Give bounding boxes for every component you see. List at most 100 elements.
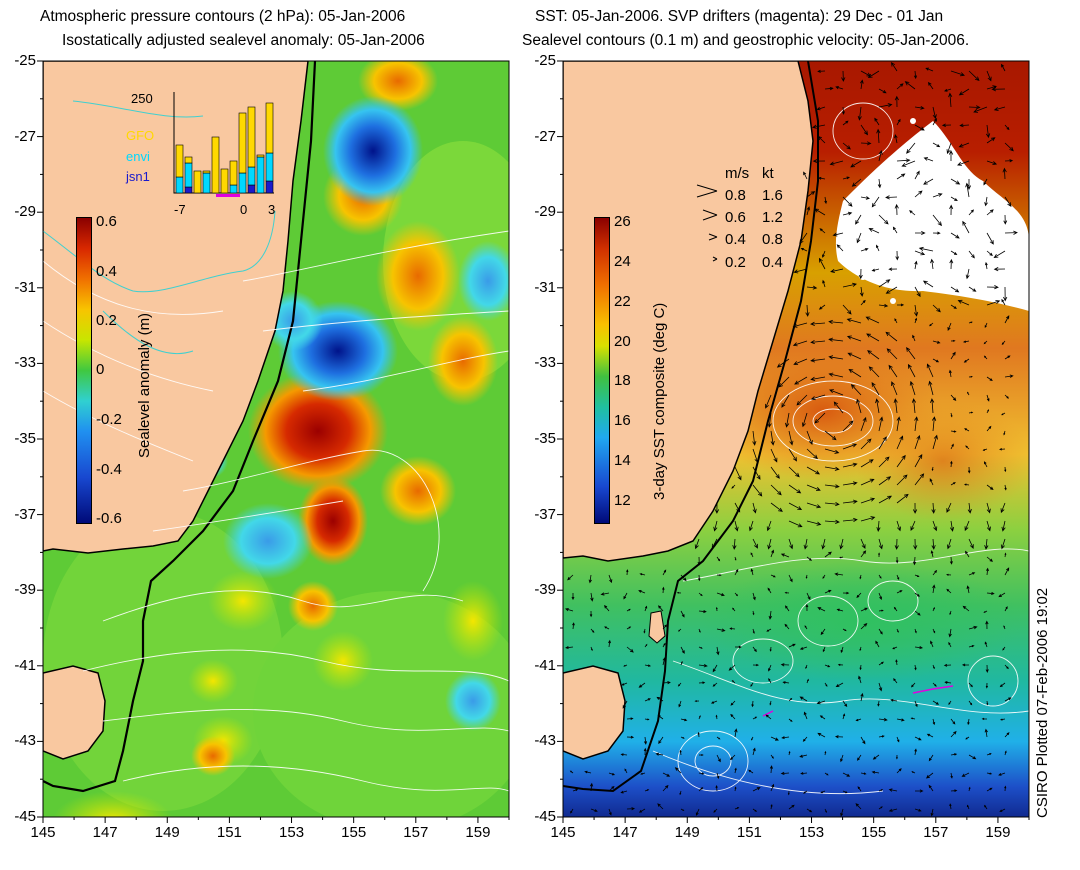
right-cb-tick: 26: [614, 213, 631, 230]
x-tick-label: 159: [985, 824, 1011, 841]
inset-xlabel-zero: 0: [240, 202, 248, 217]
inset-bar-envi: [265, 152, 274, 182]
x-tick-label: 155: [341, 824, 367, 841]
inset-bar-gfo: [265, 102, 274, 154]
inset-bar-gfo: [202, 170, 211, 174]
velocity-legend-ms: 0.8: [725, 187, 746, 204]
inset-bar-gfo: [229, 160, 238, 186]
inset-bar-envi: [229, 184, 238, 194]
y-tick-label: -35: [14, 430, 36, 447]
x-tick-label: 155: [861, 824, 887, 841]
x-tick-label: 147: [612, 824, 638, 841]
y-tick-label: -41: [14, 656, 36, 674]
right-cb-tick: 12: [614, 492, 631, 509]
inset-xlabel-end: 3: [268, 202, 276, 217]
inset-legend-jsn1: jsn1: [126, 169, 150, 184]
sst-colorbar: [594, 217, 610, 524]
inset-bar-jsn1: [265, 180, 274, 194]
left-cb-tick: -0.6: [96, 510, 122, 527]
velocity-legend-kt: 1.6: [762, 187, 783, 204]
right-title-line2: Sealevel contours (0.1 m) and geostrophi…: [522, 32, 970, 49]
x-tick-label: 149: [154, 824, 180, 841]
inset-legend-gfo: GFO: [126, 128, 155, 143]
left-title-line1: Atmospheric pressure contours (2 hPa): 0…: [40, 8, 406, 25]
inset-legend-envi: envi: [126, 149, 150, 164]
velocity-legend-kt: 0.8: [762, 231, 783, 248]
inset-bar-envi: [247, 166, 256, 186]
y-tick-label: -25: [14, 52, 36, 69]
y-tick-label: -33: [14, 354, 36, 372]
right-cb-tick: 16: [614, 412, 631, 429]
x-tick-label: 149: [674, 824, 700, 841]
x-tick-label: 151: [216, 824, 242, 841]
right-colorbar-label: 3-day SST composite (deg C): [651, 302, 668, 500]
y-tick-label: -37: [534, 505, 556, 523]
x-tick-label: 145: [550, 824, 576, 841]
left-cb-tick: 0.2: [96, 312, 117, 329]
y-tick-label: -45: [14, 808, 36, 825]
velocity-legend-ms: 0.2: [725, 254, 746, 271]
velocity-legend-header-kt: kt: [762, 165, 774, 182]
x-tick-label: 153: [799, 824, 825, 841]
plot-stamp: CSIRO Plotted 07-Feb-2006 19:02: [1034, 587, 1051, 818]
velocity-legend-kt: 0.4: [762, 254, 783, 271]
y-tick-label: -33: [534, 354, 556, 372]
right-cb-tick: 14: [614, 452, 631, 469]
left-cb-tick: 0.4: [96, 263, 117, 280]
y-tick-label: -43: [14, 732, 36, 750]
inset-xlabel-start: -7: [174, 202, 186, 217]
pass-count-inset: [170, 90, 280, 210]
inset-bar-gfo: [238, 112, 247, 174]
y-tick-label: -27: [14, 127, 36, 145]
inset-bar-envi: [238, 172, 247, 194]
velocity-legend-header-ms: m/s: [725, 165, 750, 182]
inset-bar-envi: [175, 176, 184, 194]
inset-bar-gfo: [193, 170, 202, 194]
velocity-legend-ms: 0.4: [725, 231, 746, 248]
inset-bar-jsn1: [247, 184, 256, 194]
x-tick-label: 151: [736, 824, 762, 841]
inset-bar-gfo: [184, 156, 193, 164]
inset-bar-jsn1: [184, 186, 193, 194]
inset-bar-envi: [202, 172, 211, 194]
x-tick-label: 157: [403, 824, 429, 841]
y-tick-label: -43: [534, 732, 556, 750]
y-tick-label: -45: [534, 808, 556, 825]
y-tick-label: -39: [534, 581, 556, 599]
inset-bar-gfo: [175, 144, 184, 178]
x-tick-label: 159: [465, 824, 491, 841]
left-cb-tick: -0.2: [96, 411, 122, 428]
left-cb-tick: 0: [96, 361, 105, 378]
x-tick-label: 153: [279, 824, 305, 841]
inset-ymax-label: 250: [131, 91, 153, 106]
left-cb-tick: 0.6: [96, 213, 117, 230]
inset-bar-gfo: [256, 154, 265, 158]
y-tick-label: -27: [534, 127, 556, 145]
y-tick-label: -29: [14, 203, 36, 221]
right-cb-tick: 20: [614, 333, 631, 350]
inset-bar-gfo: [220, 168, 229, 194]
right-title-line1: SST: 05-Jan-2006. SVP drifters (magenta)…: [535, 8, 944, 25]
velocity-legend-ms: 0.6: [725, 209, 746, 226]
x-tick-label: 145: [30, 824, 56, 841]
y-tick-label: -41: [534, 656, 556, 674]
inset-bar-envi: [184, 162, 193, 188]
left-colorbar-label: Sealevel anomaly (m): [136, 312, 153, 458]
y-tick-label: -29: [534, 203, 556, 221]
y-tick-label: -35: [534, 430, 556, 447]
y-tick-label: -25: [534, 52, 556, 69]
inset-bar-gfo: [247, 106, 256, 168]
left-cb-tick: -0.4: [96, 461, 122, 478]
sst-map: [563, 61, 1029, 817]
left-title-line2: Isostatically adjusted sealevel anomaly:…: [62, 32, 425, 49]
x-tick-label: 157: [923, 824, 949, 841]
y-tick-label: -37: [14, 505, 36, 523]
inset-bar-envi: [256, 156, 265, 194]
right-cb-tick: 22: [614, 293, 631, 310]
y-tick-label: -39: [14, 581, 36, 599]
y-tick-label: -31: [534, 278, 556, 296]
sealevel-colorbar: [76, 217, 92, 524]
inset-bar-gfo: [211, 136, 220, 194]
x-tick-label: 147: [92, 824, 118, 841]
right-cb-tick: 24: [614, 253, 631, 270]
